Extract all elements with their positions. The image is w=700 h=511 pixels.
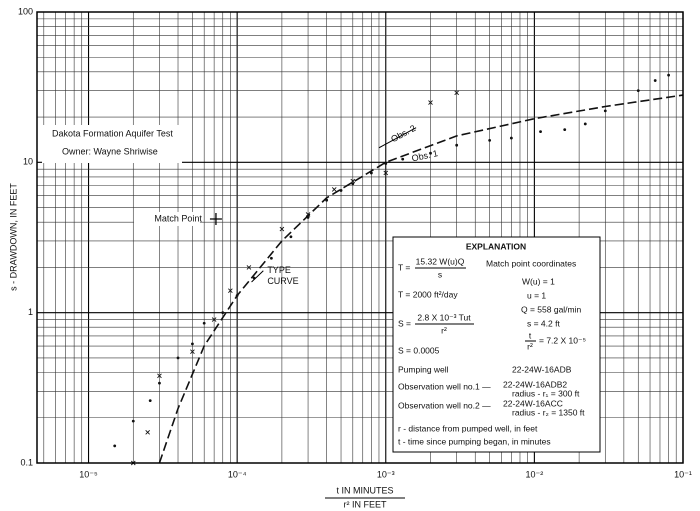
ex-text: t [529,330,532,340]
title-line: Dakota Formation Aquifer Test [52,128,173,138]
match-point-label: Match Point [154,213,202,223]
ex-text: 22-24W-16ADB2 [503,379,567,389]
ex-text: 15.32 W(u)Q [416,256,465,266]
x-axis-label-den: r² IN FEET [344,499,387,509]
x-tick-label: 10⁻¹ [674,469,692,479]
y-tick-label: 10 [23,157,33,167]
ex-text: Match point coordinates [486,258,576,268]
ex-text: r² [527,341,533,351]
obs-point [270,256,273,260]
ex-text: s = 4.2 ft [527,318,560,328]
curve-label: CURVE [267,276,298,286]
ex-text: 22-24W-16ACC [503,398,563,408]
obs-point [384,162,388,166]
ex-text: radius - r₁ = 300 ft [512,388,580,398]
x-tick-label: 10⁻⁵ [79,469,98,479]
ex-text: Q = 558 gal/min [521,304,582,314]
obs-point [158,381,161,385]
curve-pointer [251,270,264,283]
ex-text: Pumping well [398,364,449,374]
type-curve [158,94,684,464]
obs-point [331,187,337,192]
ex-text: S = 0.0005 [398,345,440,355]
obs-point [202,321,206,325]
ex-text: u = 1 [527,290,546,300]
obs-point [325,198,329,202]
obs-point [228,288,233,294]
ex-text: Observation well no.2 — [398,400,491,410]
ex-text: s [438,269,442,279]
obs-point [221,311,225,315]
obs-point [235,294,239,297]
obs-point [509,136,513,140]
obs-point [157,373,162,379]
y-tick-label: 1 [28,307,33,317]
match-point [209,212,222,225]
ex-text: Observation well no.1 — [398,381,491,391]
marks [113,73,684,466]
obs-point [539,130,542,134]
ex-text: r² [441,325,447,335]
x-tick-label: 10⁻⁴ [228,469,247,479]
ex-text: radius - r₂ = 1350 ft [512,407,585,417]
obs-point [383,170,389,176]
obs-point [211,317,217,322]
ex-text: r - distance from pumped well, in feet [398,423,538,433]
obs-point [428,100,433,105]
ex-text: S = [398,318,411,328]
obs-point [305,212,311,217]
obs-point [350,178,356,184]
obs-point [667,73,670,77]
ex-title: EXPLANATION [466,241,526,251]
ex-text: T = [398,262,410,272]
plot-frame [36,11,684,464]
ex-text: 22-24W-16ADB [512,364,572,374]
obs-point [454,90,459,96]
obs-point [246,265,252,270]
ex-text: = 7.2 X 10⁻⁵ [539,335,586,345]
ex-text: 2.8 X 10⁻³ Tut [417,312,471,322]
obs-point [369,171,373,175]
obs-point [351,182,355,186]
x-axis-label-num: t IN MINUTES [336,485,393,495]
obs-point [603,109,607,113]
obs-point [148,399,152,403]
obs-point [131,419,135,423]
obs-point [279,226,285,232]
obs-point [429,151,432,155]
title-box [42,125,182,163]
series-label: Obs. 2 [389,123,417,144]
obs-point [339,189,343,192]
y-axis-label: s - DRAWDOWN, IN FEET [8,183,18,291]
obs-point [636,89,640,93]
obs-point [306,216,310,219]
obs-point [191,342,194,346]
obs-point [455,143,459,147]
obs-point [190,349,195,355]
y-tick-label: 0.1 [20,457,33,467]
series-pointer [378,127,417,149]
title-line: Owner: Wayne Shriwise [62,146,158,156]
obs-point [488,138,492,142]
obs-point [653,79,657,82]
ex-text: t - time since pumping began, in minutes [398,436,551,446]
x-tick-label: 10⁻² [526,469,544,479]
explanation: EXPLANATION T = 15.32 W(u)Q s T = 2000 f… [392,236,601,453]
ex-text: W(u) = 1 [522,276,555,286]
ex-text: T = 2000 ft²/day [398,289,458,299]
x-tick-label: 10⁻³ [377,469,395,479]
curve-label: TYPE [267,265,291,275]
match-label-bg [133,211,200,226]
obs-point [583,122,587,126]
obs-point [563,128,567,132]
series-label: Obs. 1 [411,148,439,163]
explanation-box [392,236,601,453]
obs-point [113,444,117,448]
y-tick-label: 100 [18,6,33,16]
obs-point [289,235,293,239]
obs-point [145,429,150,435]
obs-point [176,356,180,360]
obs-point [401,157,405,161]
